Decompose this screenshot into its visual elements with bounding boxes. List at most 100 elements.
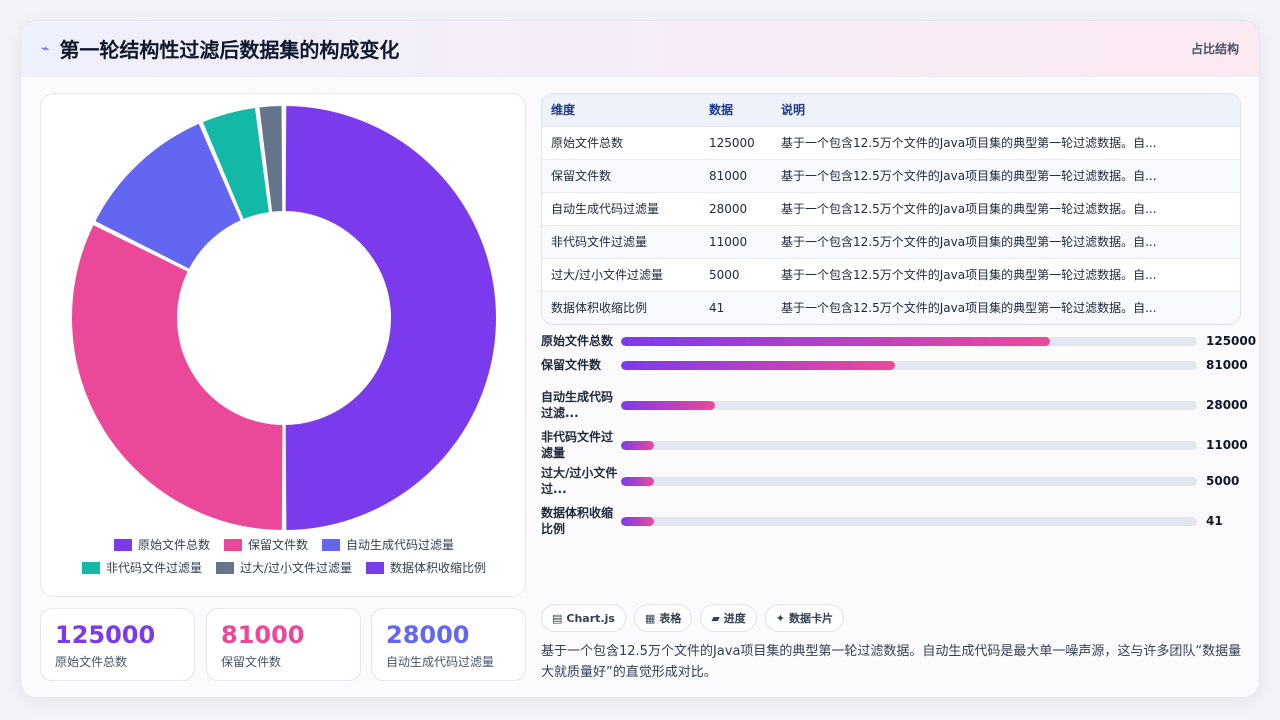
legend-label: 数据体积收缩比例 xyxy=(390,561,487,575)
table-header-cell: 数据 xyxy=(700,94,772,126)
bar-fill xyxy=(621,400,715,410)
bar-value: 28000 xyxy=(1206,398,1248,412)
bar-track xyxy=(621,516,1197,526)
table-header-cell: 说明 xyxy=(772,94,1240,126)
legend-swatch xyxy=(322,538,340,551)
bar-label: 非代码文件过滤量 xyxy=(541,430,614,460)
legend-label: 自动生成代码过滤量 xyxy=(346,538,455,552)
bar-track xyxy=(621,360,1197,370)
description-text: 基于一个包含12.5万个文件的Java项目集的典型第一轮过滤数据。自动生成代码是… xyxy=(541,644,1242,680)
bar-fill xyxy=(621,516,655,526)
stat-label: 保留文件数 xyxy=(221,655,282,669)
page-title: 第一轮结构性过滤后数据集的构成变化 xyxy=(59,38,400,62)
legend-label: 原始文件总数 xyxy=(137,538,210,552)
table-row: 数据体积收缩比例 41 基于一个包含12.5万个文件的Java项目集的典型第一轮过滤… xyxy=(542,290,1240,324)
stat-value: 125000 xyxy=(55,621,156,649)
bar-value: 5000 xyxy=(1206,474,1240,488)
legend-item[interactable]: 自动生成代码过滤量 xyxy=(322,536,454,553)
bar-value: 11000 xyxy=(1206,438,1248,452)
bar-track xyxy=(621,476,1197,486)
legend-item[interactable]: 非代码文件过滤量 xyxy=(81,559,202,576)
table-cell: 数据体积收缩比例 xyxy=(542,290,700,324)
tech-chips: ▤ Chart.js ▦ 表格 ▰ 进度 ✦ 数据卡片 xyxy=(541,604,845,632)
table-cell: 保留文件数 xyxy=(542,158,700,192)
bar-fill xyxy=(621,336,1051,346)
table-header-cell: 维度 xyxy=(542,94,700,126)
stat-card-original: 125000 原始文件总数 xyxy=(40,608,195,681)
stat-value: 81000 xyxy=(221,621,305,649)
legend-swatch xyxy=(113,538,132,551)
progress-icon: ▰ xyxy=(711,611,720,625)
donut-slice[interactable] xyxy=(200,105,272,222)
legend-item[interactable]: 过大/过小文件过滤量 xyxy=(215,559,353,576)
chip-2[interactable]: ▦ 表格 xyxy=(633,604,693,632)
bar-track xyxy=(621,400,1197,410)
chart-legend: 原始文件总数 保留文件数 自动生成代码过滤量 非代码文件过滤量 过大/过小文件过滤量 数… xyxy=(41,536,527,582)
stat-card-kept: 81000 保留文件数 xyxy=(206,608,361,681)
legend-swatch xyxy=(81,561,100,574)
table-cell: 基于一个包含12.5万个文件的Java项目集的典型第一轮过滤数据。自... xyxy=(772,158,1240,192)
legend-swatch xyxy=(366,561,385,574)
table-header-row: 维度 数据 说明 xyxy=(542,94,1240,126)
bar-fill xyxy=(621,440,655,450)
table-row: 非代码文件过滤量 11000 基于一个包含12.5万个文件的Java项目集的典型第一… xyxy=(542,224,1240,258)
table-cell: 基于一个包含12.5万个文件的Java项目集的典型第一轮过滤数据。自... xyxy=(772,125,1240,159)
table-cell: 基于一个包含12.5万个文件的Java项目集的典型第一轮过滤数据。自... xyxy=(772,191,1240,225)
bar-track xyxy=(621,440,1197,450)
bar-value: 125000 xyxy=(1206,334,1257,348)
donut-slice[interactable] xyxy=(92,121,244,272)
bar-label: 保留文件数 xyxy=(541,358,602,372)
chip-1[interactable]: ▤ Chart.js xyxy=(541,604,626,632)
legend-swatch xyxy=(215,561,234,574)
table-cell: 11000 xyxy=(700,224,772,258)
table-cell: 41 xyxy=(700,290,772,324)
table-cell: 基于一个包含12.5万个文件的Java项目集的典型第一轮过滤数据。自... xyxy=(772,257,1240,291)
bar-label: 过大/过小文件过... xyxy=(541,466,618,496)
bar-row: 过大/过小文件过... 5000 xyxy=(541,465,1253,497)
donut-slice[interactable] xyxy=(70,222,285,533)
table-cell: 原始文件总数 xyxy=(542,125,700,159)
table-row: 保留文件数 81000 基于一个包含12.5万个文件的Java项目集的典型第一轮过滤… xyxy=(542,158,1240,192)
table-cell: 125000 xyxy=(700,125,772,159)
legend-item[interactable]: 数据体积收缩比例 xyxy=(366,559,486,576)
header: ⌁ 第一轮结构性过滤后数据集的构成变化 占比结构 xyxy=(21,21,1259,77)
table-cell: 自动生成代码过滤量 xyxy=(542,191,700,225)
bar-label: 自动生成代码过滤... xyxy=(541,390,614,420)
bar-fill xyxy=(621,476,655,486)
table-cell: 28000 xyxy=(700,191,772,225)
chip-4[interactable]: ✦ 数据卡片 xyxy=(764,604,845,632)
chip-3[interactable]: ▰ 进度 xyxy=(700,604,757,632)
table-cell: 过大/过小文件过滤量 xyxy=(542,257,700,291)
data-table: 维度 数据 说明 原始文件总数 125000 基于一个包含12.5万个文件的Java… xyxy=(541,93,1241,325)
table-row: 原始文件总数 125000 基于一个包含12.5万个文件的Java项目集的典型第一轮… xyxy=(542,125,1240,159)
bar-label: 数据体积收缩比例 xyxy=(541,506,614,536)
stat-value: 28000 xyxy=(386,621,470,649)
bar-row: 自动生成代码过滤... 28000 xyxy=(541,389,1253,421)
donut-chart-panel: 原始文件总数 保留文件数 自动生成代码过滤量 非代码文件过滤量 过大/过小文件过滤量 数… xyxy=(40,93,526,597)
bar-row: 数据体积收缩比例 41 xyxy=(541,505,1253,537)
table-cell: 基于一个包含12.5万个文件的Java项目集的典型第一轮过滤数据。自... xyxy=(772,290,1240,324)
bar-value: 81000 xyxy=(1206,358,1248,372)
chip-label: 进度 xyxy=(723,612,746,625)
donut-slice[interactable] xyxy=(283,103,498,533)
table-cell: 5000 xyxy=(700,257,772,291)
chip-label: Chart.js xyxy=(566,611,615,625)
bar-track xyxy=(621,336,1197,346)
sparkle-icon: ✦ xyxy=(775,611,786,625)
stat-card-autogen: 28000 自动生成代码过滤量 xyxy=(371,608,526,681)
chip-label: 数据卡片 xyxy=(789,612,834,625)
donut-chart xyxy=(70,103,498,533)
chart-icon: ▤ xyxy=(552,611,563,625)
legend-item[interactable]: 原始文件总数 xyxy=(113,536,210,553)
table-row: 过大/过小文件过滤量 5000 基于一个包含12.5万个文件的Java项目集的典型第… xyxy=(542,257,1240,291)
stat-label: 自动生成代码过滤量 xyxy=(386,655,495,669)
spark-icon: ⌁ xyxy=(41,40,50,57)
stat-label: 原始文件总数 xyxy=(55,655,128,669)
bar-row: 非代码文件过滤量 11000 xyxy=(541,429,1253,461)
legend-label: 过大/过小文件过滤量 xyxy=(239,561,353,575)
table-cell: 81000 xyxy=(700,158,772,192)
legend-swatch xyxy=(223,538,242,551)
legend-item[interactable]: 保留文件数 xyxy=(223,536,308,553)
table-row: 自动生成代码过滤量 28000 基于一个包含12.5万个文件的Java项目集的典型第… xyxy=(542,191,1240,225)
donut-slice[interactable] xyxy=(257,103,285,214)
